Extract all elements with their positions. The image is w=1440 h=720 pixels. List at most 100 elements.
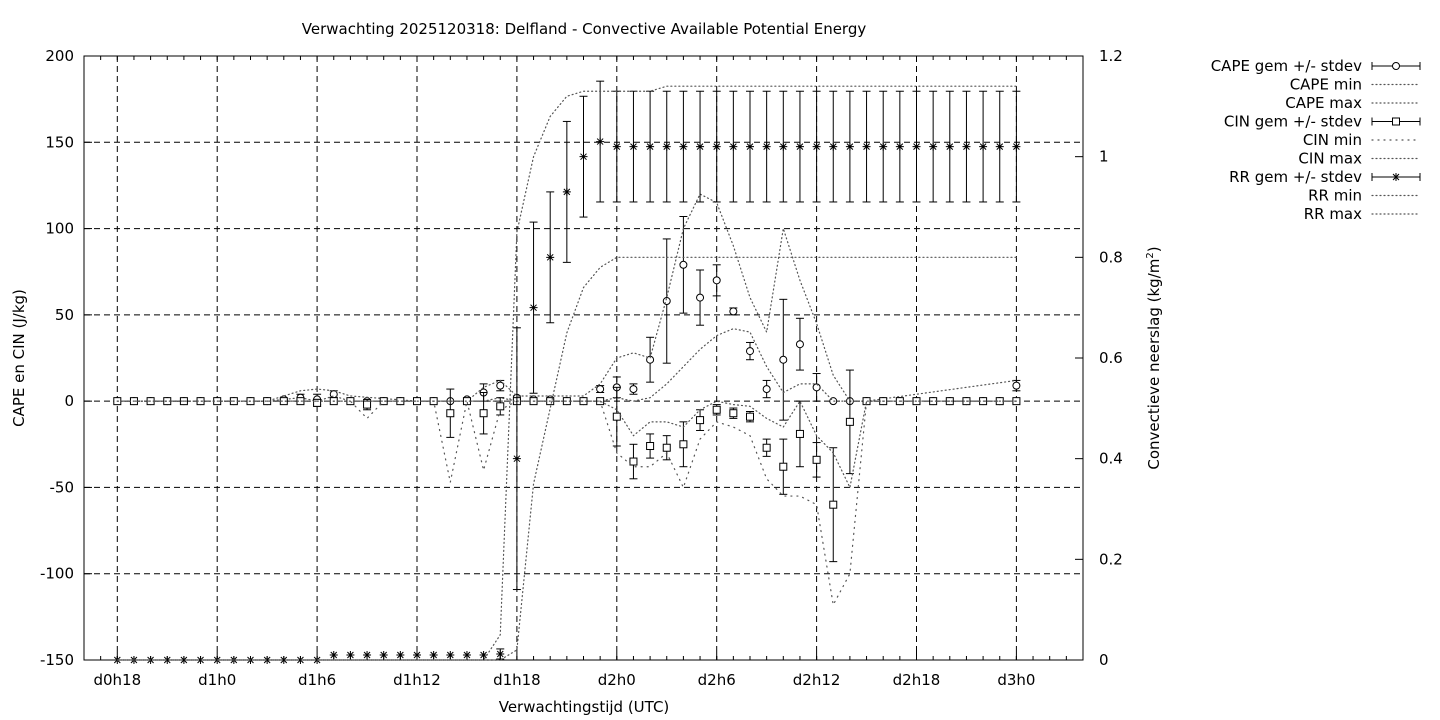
cin-mean-point [447,410,454,417]
y2-tick-label: 0.8 [1099,248,1123,266]
rr-mean-point [979,143,987,151]
y-tick-label: 50 [55,306,74,324]
y2-axis-ticks: 0 0.2 0.4 0.6 0.8 1 1.2 [1075,47,1123,669]
cape-mean-point [747,348,754,355]
rr-mean-point [829,143,837,151]
rr-mean-point [396,651,404,659]
cin-mean-point [364,401,371,408]
chart-title: Verwachting 2025120318: Delfland - Conve… [302,20,867,38]
cin-mean-point [663,444,670,451]
rr-mean-point [696,143,704,151]
x-tick-label: d2h0 [598,671,636,689]
rr-mean-point [546,253,554,261]
y2-tick-label: 0.4 [1099,450,1123,468]
legend-label: CIN max [1298,150,1362,168]
legend-label: CAPE max [1285,94,1362,112]
legend-marker [1393,63,1400,70]
cape-mean-point [597,386,604,393]
cape-mean-point [763,386,770,393]
rr-mean-point [813,143,821,151]
legend-label: CAPE min [1290,76,1362,94]
y2-tick-label: 1.2 [1099,47,1123,65]
rr-mean-point [580,153,588,161]
y2-axis-label: Convectieve neerslag (kg/m2) [1145,246,1163,469]
rr-mean-point [996,143,1004,151]
rr-mean-point [746,143,754,151]
rr-mean-point [530,304,538,312]
rr-mean-point [929,143,937,151]
rr-mean-point [463,651,471,659]
legend-label: RR min [1308,187,1362,205]
rr-mean-point [679,143,687,151]
y-tick-label: -50 [50,478,75,496]
rr-mean-point [946,143,954,151]
rr-mean-point [763,143,771,151]
y2-axis-label-main: Convectieve neerslag (kg/m [1145,259,1163,470]
cape-mean-point [630,386,637,393]
y-tick-label: 200 [45,47,74,65]
cin-mean-point [697,417,704,424]
rr-min-line [117,257,1016,660]
x-tick-label: d2h12 [793,671,841,689]
rr-mean-point [779,143,787,151]
rr-mean-point [646,143,654,151]
cape-mean-point [697,294,704,301]
cin-mean-point [846,418,853,425]
cin-mean-point [813,456,820,463]
rr-mean-point [629,143,637,151]
rr-mean-point [913,143,921,151]
y-tick-label: 150 [45,133,74,151]
x-tick-label: d1h6 [298,671,336,689]
y-tick-label: -150 [40,651,74,669]
legend-label: CIN gem +/- stdev [1224,113,1362,131]
cin-mean-point [497,403,504,410]
cin-mean-point [480,410,487,417]
cin-mean-point [796,430,803,437]
legend-label: RR max [1304,205,1362,223]
y2-tick-label: 0.6 [1099,349,1123,367]
x-tick-label: d0h18 [93,671,141,689]
legend-label: RR gem +/- stdev [1229,168,1362,186]
rr-mean-point [846,143,854,151]
rr-mean-point [796,143,804,151]
rr-mean-point [729,143,737,151]
cape-mean-point [713,277,720,284]
rr-mean-point [879,143,887,151]
cin-max-line [117,401,1016,487]
rr-mean-point [596,138,604,146]
series-layer [113,81,1020,664]
cape-mean-point [730,308,737,315]
x-axis-label: Verwachtingstijd (UTC) [499,698,670,716]
cin-mean-point [763,444,770,451]
cape-mean-point [680,261,687,268]
cin-mean-point [647,443,654,450]
rr-mean-point [962,143,970,151]
cin-mean-point [830,501,837,508]
rr-mean-point [380,651,388,659]
rr-mean-point [346,651,354,659]
rr-mean-point [413,651,421,659]
rr-mean-point [446,651,454,659]
y-tick-label: 100 [45,220,74,238]
cin-mean-point [713,406,720,413]
x-tick-label: d2h6 [698,671,736,689]
cape-min-line [117,329,1016,401]
rr-mean-point [330,651,338,659]
rr-mean-point [713,143,721,151]
legend-marker [1392,173,1400,181]
cape-mean-point [1013,382,1020,389]
y2-axis-label-close: ) [1145,246,1163,252]
cin-min-line [117,401,1016,605]
rr-mean-point [663,143,671,151]
rr-mean-point [496,650,504,658]
rr-mean-point [563,188,571,196]
y2-tick-label: 1 [1099,148,1109,166]
x-tick-label: d1h12 [393,671,441,689]
cin-mean-point [780,463,787,470]
y2-tick-label: 0 [1099,651,1109,669]
y-tick-label: 0 [64,392,74,410]
rr-mean-point [613,143,621,151]
y2-tick-label: 0.2 [1099,550,1123,568]
